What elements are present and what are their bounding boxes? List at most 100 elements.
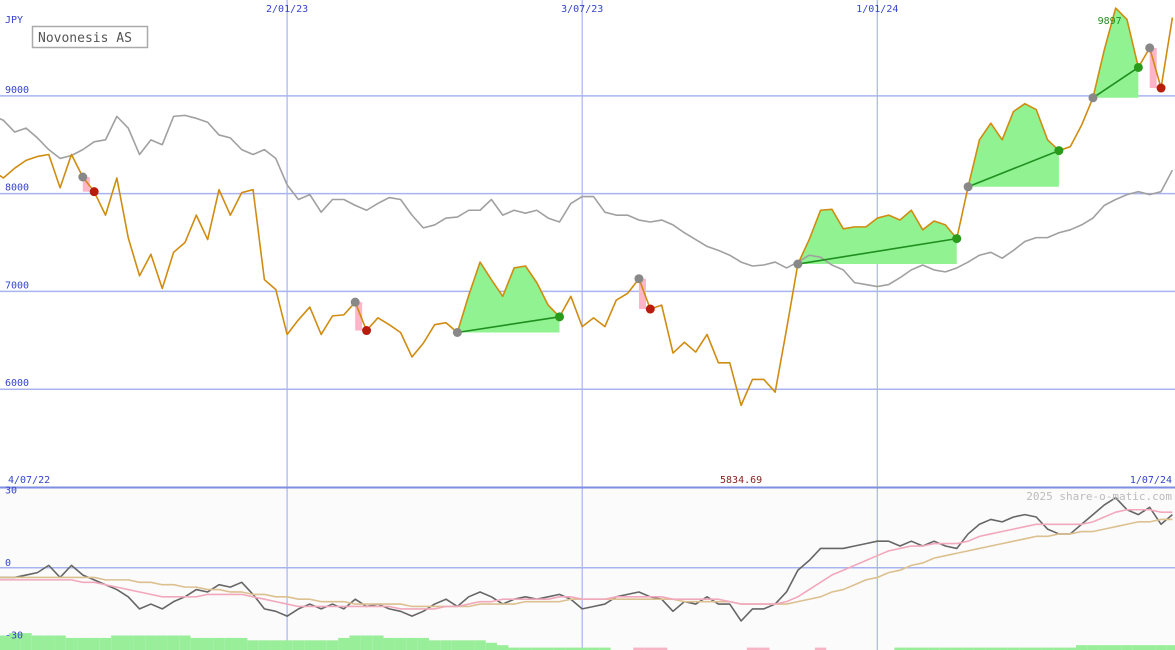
signal-start	[634, 274, 644, 284]
signal-end	[952, 234, 962, 244]
histogram-bar	[213, 637, 225, 650]
histogram-bar	[270, 640, 282, 650]
histogram-bar	[360, 635, 373, 650]
histogram-bar	[928, 647, 940, 650]
signal-end	[645, 304, 655, 314]
series-line	[0, 114, 1174, 288]
histogram-bar	[9, 633, 21, 650]
histogram-bar	[996, 647, 1008, 650]
histogram-bar	[1075, 645, 1088, 650]
histogram-bar	[939, 647, 952, 650]
y-tick-label: 6000	[5, 378, 29, 389]
histogram-bar	[1144, 645, 1156, 650]
histogram-bar	[133, 635, 146, 650]
histogram-bar	[1053, 647, 1065, 650]
histogram-bar	[440, 640, 452, 650]
signal-end	[1133, 62, 1143, 72]
signal-start	[793, 259, 803, 269]
histogram-bar	[224, 637, 237, 650]
signal-trend	[797, 237, 957, 265]
signal-area	[797, 209, 957, 265]
histogram-bar	[531, 647, 543, 650]
histogram-bar	[0, 635, 10, 650]
signal-start	[350, 297, 360, 307]
histogram-bar	[315, 640, 327, 650]
signal-trend	[457, 316, 560, 334]
signal-end	[555, 312, 564, 322]
histogram-bar	[1132, 645, 1145, 650]
signal-start	[1145, 43, 1155, 53]
histogram-bar	[201, 637, 214, 650]
signal-start	[963, 182, 973, 192]
histogram-bar	[179, 635, 191, 650]
histogram-bar	[99, 637, 112, 650]
histogram-bar	[905, 647, 918, 650]
y-tick-label: 7000	[5, 280, 29, 291]
series-line	[0, 7, 1174, 407]
signal-start	[78, 172, 88, 182]
signal-start	[452, 327, 462, 337]
watermark: 2025 share-o-matic.com	[1026, 490, 1172, 503]
histogram-bar	[508, 647, 520, 650]
histogram-bar	[247, 640, 259, 650]
histogram-bar	[43, 635, 55, 650]
histogram-bar	[463, 640, 475, 650]
y-tick-label: -30	[5, 630, 23, 641]
max-label: 9897	[1098, 16, 1122, 27]
signal-area	[638, 278, 646, 310]
y-tick-label: 0	[5, 558, 11, 569]
histogram-bar	[292, 640, 305, 650]
x-tick-label: 3/07/23	[561, 4, 603, 15]
histogram-bar	[20, 633, 32, 650]
histogram-bar	[326, 640, 339, 650]
signal-end	[1156, 83, 1166, 93]
histogram-bar	[372, 635, 384, 650]
histogram-bar	[576, 647, 588, 650]
histogram-bar	[497, 645, 509, 650]
histogram-bar	[1121, 645, 1133, 650]
chart-title: Novonesis AS	[38, 31, 132, 46]
histogram-bar	[1155, 645, 1167, 650]
y-tick-label: 30	[5, 485, 17, 496]
signal-start	[1088, 93, 1098, 103]
x-tick-label: 1/01/24	[856, 4, 898, 15]
histogram-bar	[258, 640, 271, 650]
histogram-bar	[962, 647, 974, 650]
series-line	[0, 496, 1173, 622]
histogram-bar	[156, 635, 168, 650]
oscillator-panel	[0, 488, 1175, 650]
histogram-bar	[894, 647, 906, 650]
histogram-bar	[565, 647, 577, 650]
histogram-bar	[122, 635, 134, 650]
signal-area	[355, 302, 363, 331]
price-panel	[0, 0, 1175, 487]
histogram-bar	[383, 637, 395, 650]
histogram-bar	[1064, 647, 1076, 650]
histogram-bar	[746, 647, 759, 650]
histogram-bar	[985, 647, 997, 650]
histogram-bar	[167, 635, 180, 650]
signal-end	[89, 187, 99, 197]
signal-trend	[1092, 66, 1139, 99]
histogram-bar	[587, 647, 600, 650]
histogram-bar	[1030, 647, 1042, 650]
histogram-bar	[951, 647, 963, 650]
x-tick-label: 4/07/22	[8, 475, 50, 486]
histogram-bar	[145, 635, 157, 650]
histogram-bar	[633, 647, 645, 650]
title-box	[31, 25, 149, 49]
histogram-bar	[88, 637, 100, 650]
histogram-bar	[281, 640, 293, 650]
marks	[0, 7, 1175, 650]
histogram-bar	[451, 640, 464, 650]
histogram-bar	[65, 637, 78, 650]
labels: JPY 2025 share-o-matic.com 4/07/22 2/01/2…	[5, 4, 1172, 641]
histogram-bar	[814, 647, 827, 650]
histogram-bar	[1041, 647, 1054, 650]
histogram-bar	[542, 647, 554, 650]
histogram-bar	[599, 647, 611, 650]
histogram-bar	[1007, 647, 1020, 650]
